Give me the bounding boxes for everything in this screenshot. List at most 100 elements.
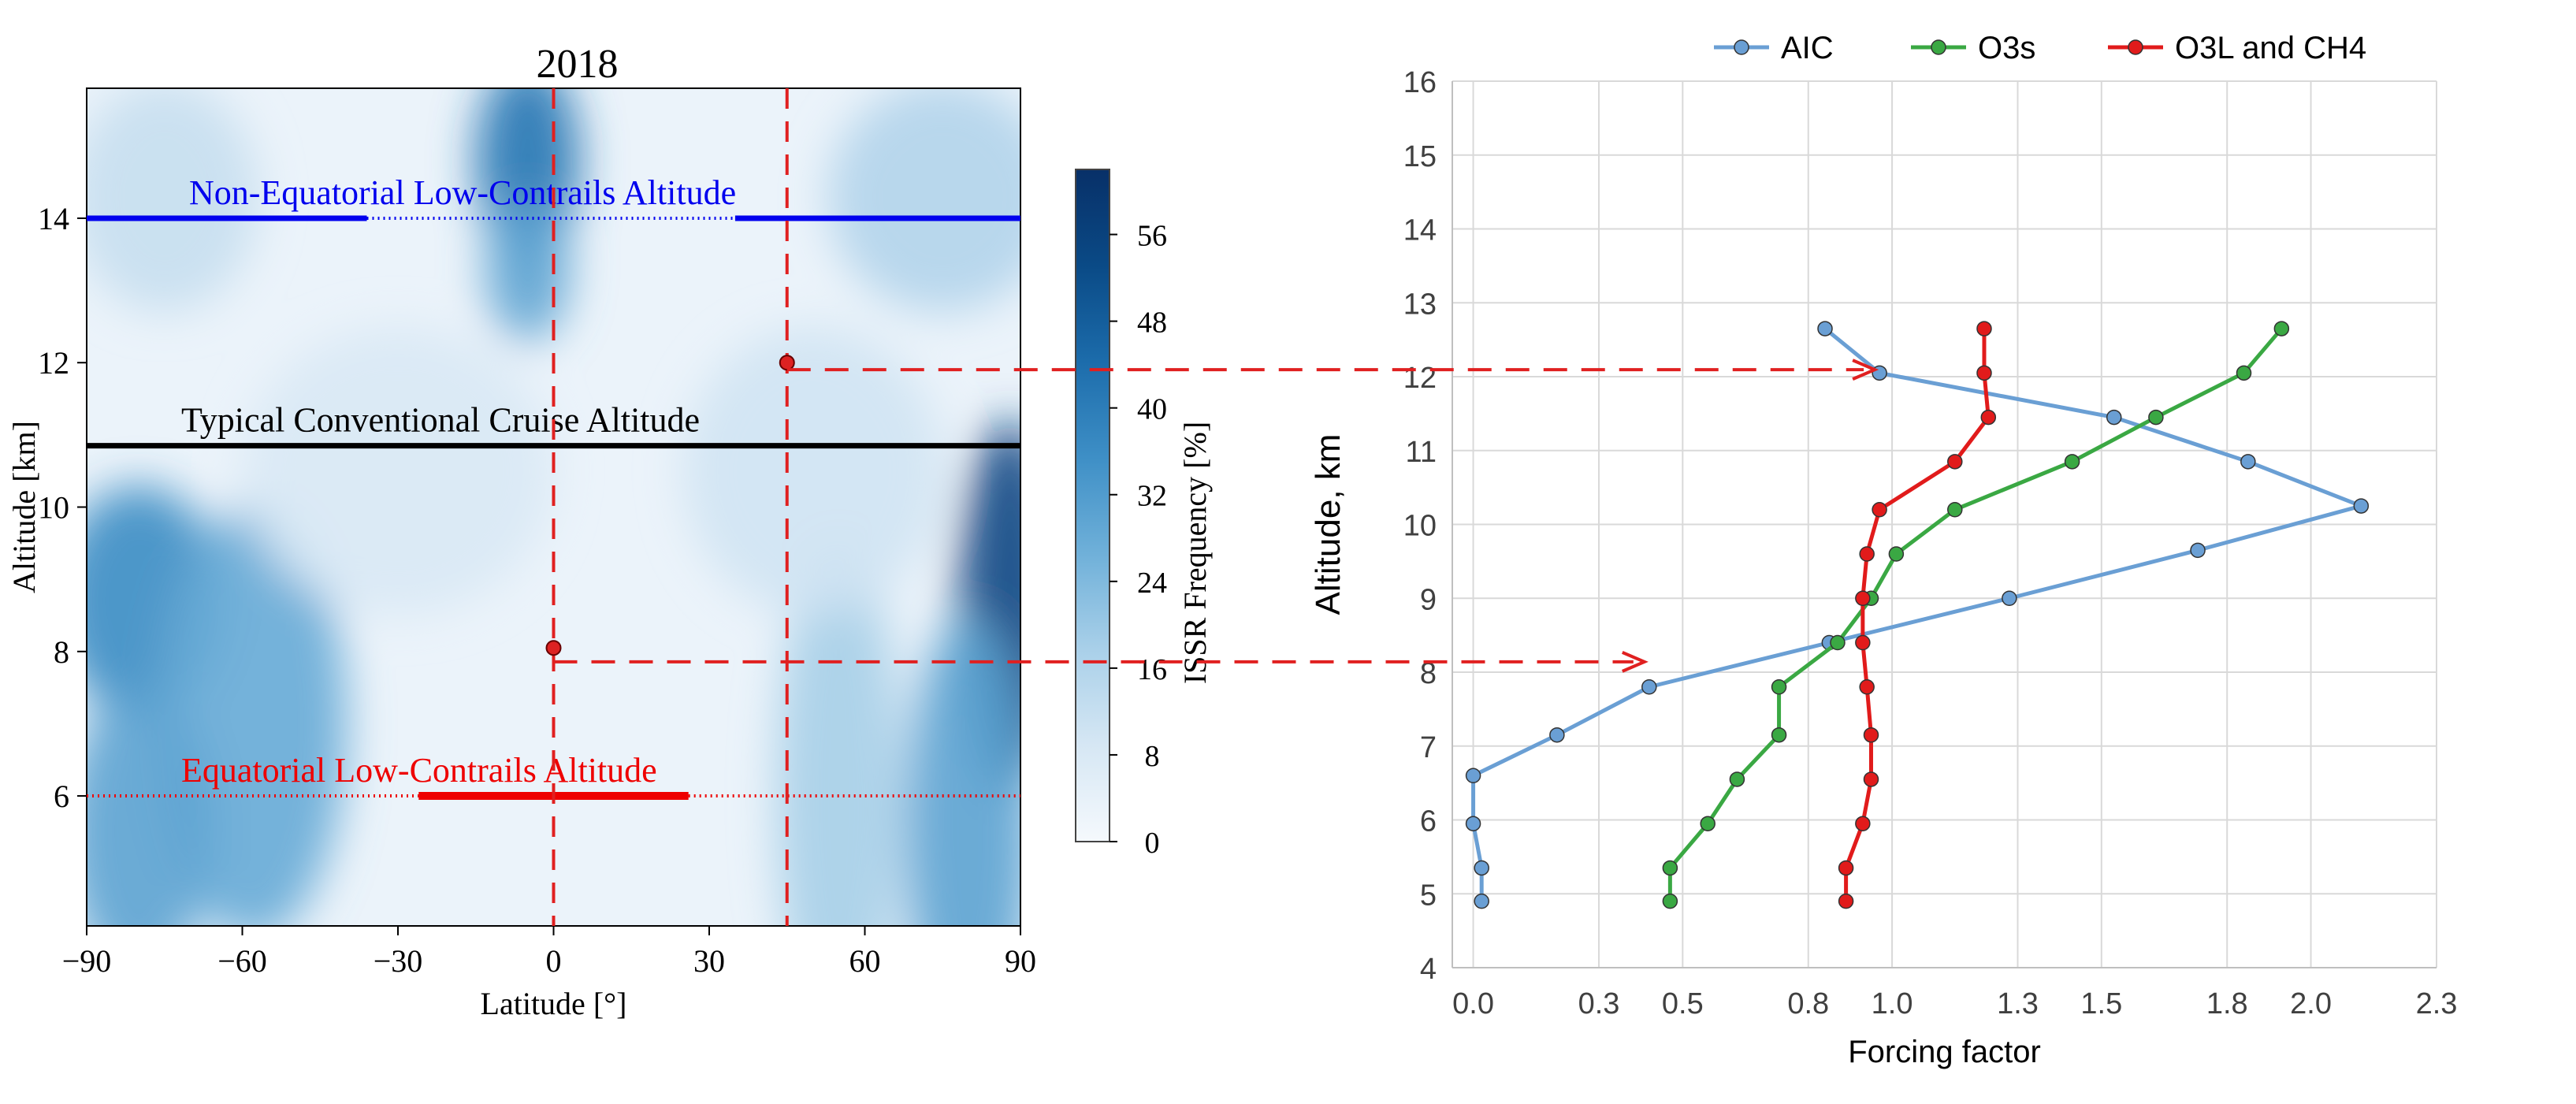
legend-label: O3L and CH4 [2175,31,2366,65]
heatmap-panel: 2018 Non-Equatorial Low-Contrails Altitu… [6,42,1036,1021]
series-point [1465,816,1481,831]
legend-label: O3s [1978,31,2035,65]
legend-marker [2128,39,2143,55]
y-tick-label: 13 [1403,288,1437,321]
series-point [1859,679,1875,695]
legend-marker [1734,39,1749,55]
x-tick-label: 0.3 [1578,987,1620,1020]
connector-arrows [553,359,1879,673]
series-point [1980,409,1997,426]
line-chart-series [1465,321,2370,909]
line-chart-y-ticks: 4 5 6 7 8 9 10 11 12 13 14 15 16 [1403,66,1437,986]
colorbar-tick-label: 0 [1145,827,1160,860]
colorbar-tick-label: 48 [1137,307,1167,340]
series-point [1641,679,1657,695]
series-point [1838,893,1854,909]
heatmap-x-ticks: −90 −60 −30 0 30 60 90 [62,926,1036,979]
series-point [1817,321,1833,336]
colorbar-tick-label: 32 [1137,480,1167,513]
series-point [1872,502,1887,518]
connector-arrowhead [1622,651,1649,673]
x-tick-label: 2.3 [2416,987,2458,1020]
y-tick-label: 11 [1406,436,1437,469]
series-point [1855,634,1871,651]
y-tick-label: 4 [1420,953,1437,986]
series-point [1771,727,1787,743]
series-point [1863,727,1879,743]
y-tick-label: 10 [1403,510,1437,543]
series-point [1549,727,1565,743]
field-blobs [87,88,1020,926]
x-tick-label: 1.5 [2080,987,2122,1020]
series-point [1830,634,1846,651]
latitude-dashed-lines [552,88,789,926]
colorbar-tick-label: 40 [1137,393,1167,426]
y-tick-label: 6 [1420,805,1437,838]
series-point [2106,409,2122,426]
y-tick-label: 12 [1403,362,1437,395]
y-tick-label: 16 [1403,66,1437,99]
legend-marker [1931,39,1946,55]
line-chart-x-ticks: 0.0 0.3 0.5 0.8 1.0 1.3 1.5 1.8 2.0 2.3 [1452,987,2457,1020]
series-point [1863,771,1879,787]
heatmap-marker [545,640,562,656]
y-tick-label: 5 [1420,879,1437,912]
x-tick-label: 60 [849,943,881,979]
series-point [2240,454,2256,470]
colorbar-tick-label: 56 [1137,220,1167,253]
y-tick-label: 9 [1420,583,1437,616]
field-blob [87,88,258,313]
series-point [1976,321,1992,336]
altitude-annotations: Non-Equatorial Low-Contrails Altitude Typ… [87,173,1020,801]
field-blob [683,326,943,615]
series-point [1771,679,1787,695]
series-point [2273,321,2290,336]
y-tick-label: 6 [54,779,69,814]
x-tick-label: 90 [1005,943,1036,979]
colorbar: 0 8 16 24 32 40 48 56 ISSR Frequency [%] [1075,169,1213,860]
series-point [2064,454,2080,470]
annotation-label: Non-Equatorial Low-Contrails Altitude [189,173,736,212]
x-tick-label: 1.3 [1997,987,2039,1020]
annotation-label: Equatorial Low-Contrails Altitude [181,751,657,790]
series-point [1855,590,1871,606]
x-tick-label: 2.0 [2290,987,2332,1020]
x-tick-label: −60 [217,943,267,979]
forcing-line-chart: 4 5 6 7 8 9 10 11 12 13 14 15 16 0.0 0.3 0.5 0.8 1.0 1.3 1… [1309,31,2457,1069]
series-point [1976,365,1992,381]
y-tick-label: 12 [38,345,69,381]
x-tick-label: 0.5 [1662,987,1704,1020]
colorbar-ticks: 0 8 16 24 32 40 48 56 [1110,220,1167,860]
series-point [1662,893,1678,909]
colorbar-tick-label: 16 [1137,653,1167,686]
x-tick-label: 30 [693,943,725,979]
field-blob [242,326,554,615]
heatmap-title: 2018 [537,42,619,87]
series-point [1700,816,1715,831]
x-tick-label: −90 [62,943,112,979]
y-tick-label: 10 [38,490,69,526]
y-tick-label: 14 [38,201,69,236]
heatmap-y-ticks: 6 8 10 12 14 [38,201,87,814]
series-point [2148,409,2164,426]
y-tick-label: 8 [1420,657,1437,690]
line-chart-grid [1452,80,2437,968]
annotation-label: Typical Conventional Cruise Altitude [181,401,700,440]
x-tick-label: 0.0 [1452,987,1494,1020]
series-point [1465,768,1481,783]
series-point [2002,590,2017,606]
x-tick-label: −30 [374,943,423,979]
series-line-aic [1471,327,2363,901]
series-point [1662,860,1678,876]
legend-label: AIC [1781,31,1834,65]
series-line-o3l-and-ch4 [1844,329,1991,901]
series-point [2190,542,2206,559]
series-point [1947,454,1963,470]
heatmap-y-label: Altitude [km] [6,421,42,593]
series-point [1838,860,1854,876]
field-blob [776,543,901,926]
colorbar-tick-label: 8 [1145,740,1160,773]
y-tick-label: 14 [1403,214,1437,247]
series-point [1729,771,1745,787]
